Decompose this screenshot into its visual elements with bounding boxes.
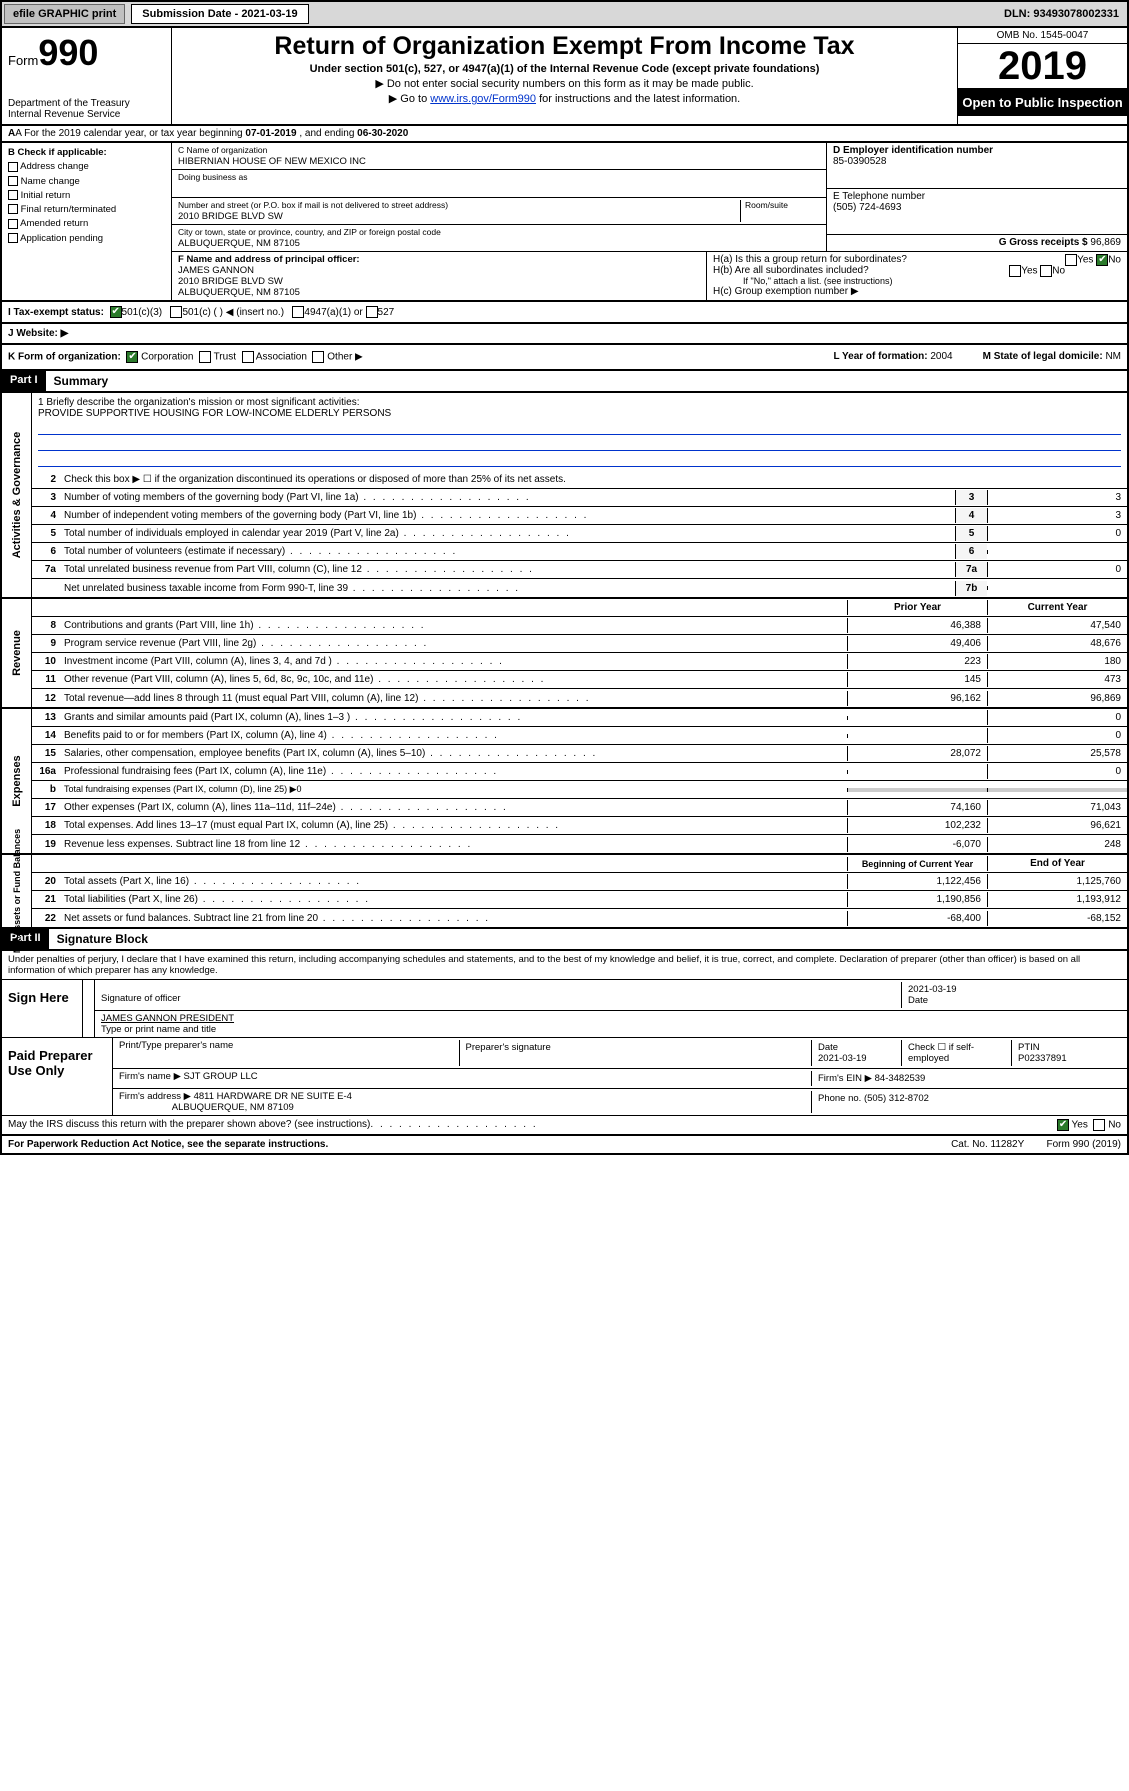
table-row: 18Total expenses. Add lines 13–17 (must … xyxy=(32,817,1127,835)
table-row: 21Total liabilities (Part X, line 26)1,1… xyxy=(32,891,1127,909)
omb: OMB No. 1545-0047 xyxy=(958,28,1127,44)
form-title: Return of Organization Exempt From Incom… xyxy=(182,32,947,61)
table-row: 22Net assets or fund balances. Subtract … xyxy=(32,909,1127,927)
declaration: Under penalties of perjury, I declare th… xyxy=(2,951,1127,979)
assoc-checkbox[interactable] xyxy=(242,351,254,363)
paid-preparer-label: Paid Preparer Use Only xyxy=(2,1038,112,1115)
table-row: 2Check this box ▶ ☐ if the organization … xyxy=(32,471,1127,489)
ein: 85-0390528 xyxy=(833,156,886,167)
row-j: J Website: ▶ xyxy=(0,324,1129,345)
corp-checkbox[interactable] xyxy=(126,351,138,363)
phone: (505) 724-4693 xyxy=(833,202,901,213)
row-i: I Tax-exempt status: 501(c)(3) 501(c) ( … xyxy=(0,302,1129,324)
section-netassets: Net Assets or Fund Balances Beginning of… xyxy=(0,855,1129,929)
section-revenue: Revenue Prior YearCurrent Year 8Contribu… xyxy=(0,599,1129,709)
note2: ▶ Go to www.irs.gov/Form990 for instruct… xyxy=(182,92,947,105)
dln: DLN: 93493078002331 xyxy=(1004,8,1125,20)
box-c: C Name of organizationHIBERNIAN HOUSE OF… xyxy=(172,143,827,251)
table-row: 19Revenue less expenses. Subtract line 1… xyxy=(32,835,1127,853)
table-row: 13Grants and similar amounts paid (Part … xyxy=(32,709,1127,727)
table-row: 9Program service revenue (Part VIII, lin… xyxy=(32,635,1127,653)
part2-header: Part II Signature Block xyxy=(0,929,1129,951)
table-row: 6Total number of volunteers (estimate if… xyxy=(32,543,1127,561)
discuss-no-checkbox[interactable] xyxy=(1093,1119,1105,1131)
part1-header: Part I Summary xyxy=(0,371,1129,393)
instructions-link[interactable]: www.irs.gov/Form990 xyxy=(430,93,536,105)
section-expenses: Expenses 13Grants and similar amounts pa… xyxy=(0,709,1129,855)
other-checkbox[interactable] xyxy=(312,351,324,363)
mission-label: 1 Briefly describe the organization's mi… xyxy=(38,397,1121,408)
table-row: 12Total revenue—add lines 8 through 11 (… xyxy=(32,689,1127,707)
sign-here-label: Sign Here xyxy=(2,980,82,1037)
table-row: 5Total number of individuals employed in… xyxy=(32,525,1127,543)
table-row: 10Investment income (Part VIII, column (… xyxy=(32,653,1127,671)
open-public: Open to Public Inspection xyxy=(958,89,1127,116)
table-row: 7aTotal unrelated business revenue from … xyxy=(32,561,1127,579)
table-row: 14Benefits paid to or for members (Part … xyxy=(32,727,1127,745)
tax-year: 2019 xyxy=(958,44,1127,89)
box-b: B Check if applicable: Address change Na… xyxy=(2,143,172,300)
discuss-question: May the IRS discuss this return with the… xyxy=(8,1119,370,1131)
row-k: K Form of organization: Corporation Trus… xyxy=(0,345,1129,371)
4947-checkbox[interactable] xyxy=(292,306,304,318)
table-row: 15Salaries, other compensation, employee… xyxy=(32,745,1127,763)
527-checkbox[interactable] xyxy=(366,306,378,318)
table-row: Net unrelated business taxable income fr… xyxy=(32,579,1127,597)
page-footer: For Paperwork Reduction Act Notice, see … xyxy=(0,1136,1129,1155)
subtitle: Under section 501(c), 527, or 4947(a)(1)… xyxy=(182,63,947,75)
box-f: F Name and address of principal officer:… xyxy=(172,252,707,300)
gross-label: G Gross receipts $ xyxy=(999,237,1088,248)
trust-checkbox[interactable] xyxy=(199,351,211,363)
submission-date: Submission Date - 2021-03-19 xyxy=(131,4,308,24)
gross-receipts: 96,869 xyxy=(1090,237,1121,248)
box-h: H(a) Is this a group return for subordin… xyxy=(707,252,1127,300)
section-governance: Activities & Governance 1 Briefly descri… xyxy=(0,393,1129,599)
mission-text: PROVIDE SUPPORTIVE HOUSING FOR LOW-INCOM… xyxy=(38,408,1121,419)
form-header: Form990 Department of the Treasury Inter… xyxy=(0,28,1129,126)
ein-label: D Employer identification number xyxy=(833,145,993,156)
discuss-yes-checkbox[interactable] xyxy=(1057,1119,1069,1131)
signature-block: Under penalties of perjury, I declare th… xyxy=(0,951,1129,1136)
dept-label: Department of the Treasury Internal Reve… xyxy=(8,98,165,120)
note1: ▶ Do not enter social security numbers o… xyxy=(182,77,947,90)
form-label: Form990 xyxy=(8,32,165,74)
phone-label: E Telephone number xyxy=(833,191,925,202)
table-row: 8Contributions and grants (Part VIII, li… xyxy=(32,617,1127,635)
efile-button[interactable]: efile GRAPHIC print xyxy=(4,4,125,24)
table-row: 17Other expenses (Part IX, column (A), l… xyxy=(32,799,1127,817)
table-row: 4Number of independent voting members of… xyxy=(32,507,1127,525)
table-row: 3Number of voting members of the governi… xyxy=(32,489,1127,507)
entity-block: B Check if applicable: Address change Na… xyxy=(0,143,1129,302)
table-row: bTotal fundraising expenses (Part IX, co… xyxy=(32,781,1127,799)
table-row: 16aProfessional fundraising fees (Part I… xyxy=(32,763,1127,781)
tax-period: AA For the 2019 calendar year, or tax ye… xyxy=(0,126,1129,143)
501c3-checkbox[interactable] xyxy=(110,306,122,318)
table-row: 20Total assets (Part X, line 16)1,122,45… xyxy=(32,873,1127,891)
table-row: 11Other revenue (Part VIII, column (A), … xyxy=(32,671,1127,689)
top-bar: efile GRAPHIC print Submission Date - 20… xyxy=(0,0,1129,28)
501c-checkbox[interactable] xyxy=(170,306,182,318)
